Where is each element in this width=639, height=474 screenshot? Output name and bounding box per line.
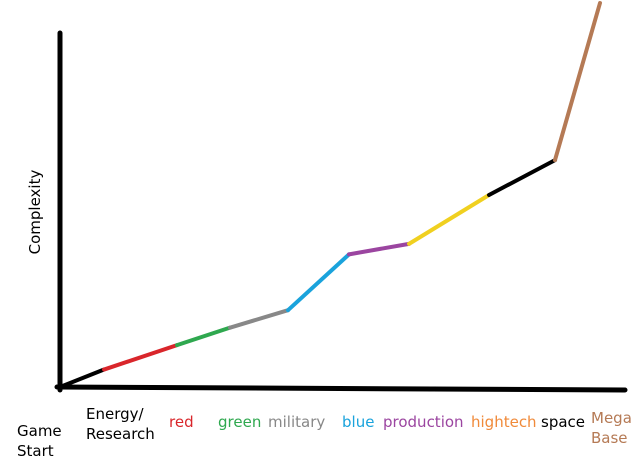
series-line [58,1,602,389]
line-segment-2 [102,343,179,372]
x-tick-label: hightech [471,413,537,431]
x-tick-label: red [169,413,194,431]
x-tick-labels: Game Start Energy/Research red green military… [17,405,632,460]
x-tick-label: blue [342,413,374,431]
line-segment-6 [347,241,411,257]
x-tick-label: space [541,413,585,431]
x-tick-label: Energy/Research [86,405,155,443]
x-tick-label: green [218,413,261,431]
line-segment-8 [487,158,557,197]
line-segment-7 [407,193,491,246]
line-segment-4 [228,308,290,330]
x-axis [54,384,628,393]
x-tick-label: Game Start [17,422,62,460]
line-segment-3 [175,325,232,348]
x-tick-label: military [268,413,325,431]
y-axis-label: Complexity [26,170,44,255]
line-segment-9 [553,1,602,163]
line-segment-1 [58,367,106,389]
line-segment-5 [286,252,351,313]
x-tick-label: production [383,413,464,431]
x-tick-label: Mega Base [591,409,632,447]
